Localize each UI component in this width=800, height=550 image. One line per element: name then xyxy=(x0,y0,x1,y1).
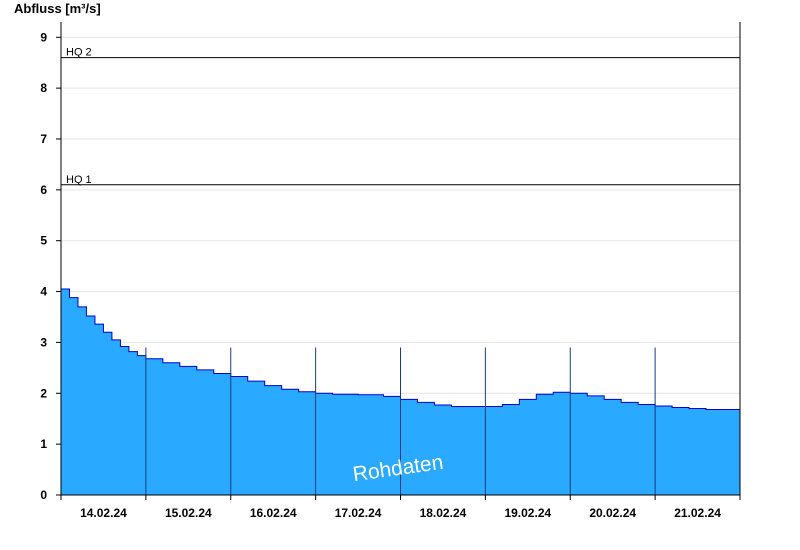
y-tick-label: 3 xyxy=(40,335,47,349)
y-tick-label: 5 xyxy=(40,234,47,248)
x-tick-label: 17.02.24 xyxy=(335,506,382,520)
x-tick-label: 15.02.24 xyxy=(165,506,212,520)
day-divider-lines xyxy=(145,347,656,495)
x-tick-label: 19.02.24 xyxy=(504,506,551,520)
y-axis-label: Abfluss [m³/s] xyxy=(14,1,101,16)
y-tick-label: 0 xyxy=(40,488,47,502)
x-tick-label: 20.02.24 xyxy=(589,506,636,520)
x-tick-label: 18.02.24 xyxy=(420,506,467,520)
y-tick-label: 2 xyxy=(40,386,47,400)
y-tick-label: 6 xyxy=(40,183,47,197)
y-tick-label: 7 xyxy=(40,132,47,146)
reference-lines: HQ 1 HQ 2 xyxy=(61,47,740,186)
x-tick-label: 16.02.24 xyxy=(250,506,297,520)
y-tick-label: 8 xyxy=(40,81,47,95)
x-tick-label: 14.02.24 xyxy=(80,506,127,520)
y-tick-label: 9 xyxy=(40,30,47,44)
y-axis-ticks: 0 1 2 3 4 5 6 7 8 9 xyxy=(40,30,61,502)
reference-line-label: HQ 1 xyxy=(66,174,92,186)
y-tick-label: 4 xyxy=(40,285,47,299)
x-axis-ticks: 14.02.24 15.02.24 16.02.24 17.02.24 18.02.24… xyxy=(60,495,741,520)
x-tick-label: 21.02.24 xyxy=(674,506,721,520)
y-tick-label: 1 xyxy=(40,437,47,451)
reference-line-label: HQ 2 xyxy=(66,47,92,59)
